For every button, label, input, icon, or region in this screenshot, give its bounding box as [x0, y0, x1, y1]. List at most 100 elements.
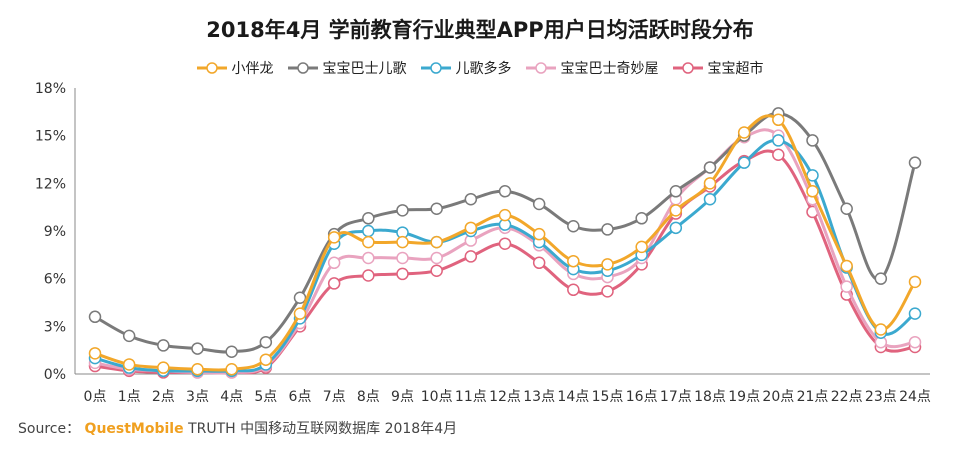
x-tick-label: 13点: [523, 389, 555, 405]
data-point: [635, 212, 648, 225]
data-point: [498, 208, 512, 222]
data-point: [259, 353, 273, 366]
data-point: [430, 202, 443, 216]
data-point: [498, 185, 512, 198]
source-prefix: Source：: [18, 421, 81, 437]
x-tick-label: 2点: [152, 389, 175, 405]
data-point: [669, 221, 683, 235]
data-point: [601, 285, 614, 298]
x-tick-label: 10点: [421, 389, 453, 405]
data-point: [567, 283, 580, 297]
x-tick-label: 8点: [357, 389, 380, 405]
x-tick-label: 0点: [84, 389, 107, 405]
data-point: [191, 362, 204, 376]
data-point: [601, 258, 614, 271]
data-point: [225, 362, 238, 376]
x-tick-label: 9点: [391, 389, 414, 405]
chart-title: 2018年4月 学前教育行业典型APP用户日均活跃时段分布: [206, 18, 754, 42]
data-point: [806, 134, 819, 147]
data-point: [840, 280, 853, 293]
data-point: [327, 231, 341, 244]
data-point: [362, 212, 375, 225]
data-point: [908, 156, 922, 169]
series-4: [88, 148, 922, 379]
x-tick-label: 15点: [592, 389, 624, 405]
legend-swatch: [525, 62, 556, 74]
data-point: [430, 264, 443, 277]
data-point: [122, 358, 136, 371]
series-line: [94, 138, 916, 373]
x-tick-label: 22点: [831, 389, 863, 405]
legend-item: 儿歌多多: [420, 58, 512, 78]
chart-legend: 小伴龙 宝宝巴士儿歌 儿歌多多 宝宝巴士奇妙屋 宝宝超市: [0, 58, 960, 78]
data-point: [327, 277, 341, 290]
data-point: [532, 197, 546, 211]
legend-item: 宝宝巴士奇妙屋: [525, 58, 659, 78]
data-point: [430, 235, 443, 249]
data-point: [840, 259, 853, 273]
data-point: [293, 307, 307, 320]
legend-label: 儿歌多多: [455, 61, 512, 77]
series-line: [94, 149, 916, 375]
data-point: [567, 254, 580, 268]
data-point: [225, 345, 238, 359]
x-tick-label: 5点: [254, 389, 277, 405]
series-3: [88, 128, 922, 379]
y-tick-label: 15%: [35, 129, 66, 145]
data-point: [157, 339, 170, 352]
data-point: [396, 267, 409, 281]
legend-label: 小伴龙: [231, 61, 274, 77]
legend-swatch: [420, 62, 451, 74]
y-tick-label: 3%: [44, 319, 66, 335]
x-tick-label: 12点: [489, 389, 521, 405]
data-point: [327, 256, 341, 270]
x-tick-label: 4点: [220, 389, 243, 405]
x-tick-label: 20点: [762, 389, 794, 405]
x-tick-label: 1点: [118, 389, 141, 405]
data-point: [772, 134, 785, 147]
x-tick-label: 6点: [289, 389, 312, 405]
data-point: [532, 256, 546, 270]
legend-swatch: [672, 62, 703, 74]
source-brand: QuestMobile: [84, 421, 184, 437]
series-0: [88, 113, 922, 376]
y-tick-label: 18%: [35, 81, 66, 97]
data-point: [430, 251, 443, 265]
series-line: [94, 128, 916, 375]
data-point: [601, 223, 614, 236]
data-point: [362, 235, 375, 249]
legend-swatch: [287, 62, 318, 74]
data-point: [88, 310, 102, 324]
legend-label: 宝宝超市: [707, 61, 764, 77]
x-tick-label: 7点: [323, 389, 346, 405]
x-tick-label: 11点: [455, 389, 487, 405]
data-point: [908, 307, 922, 320]
data-point: [908, 335, 922, 349]
legend-label: 宝宝巴士儿歌: [322, 61, 407, 77]
data-point: [669, 204, 683, 217]
data-point: [669, 185, 683, 198]
data-point: [191, 342, 204, 355]
x-tick-label: 19点: [728, 389, 760, 405]
y-tick-label: 12%: [35, 176, 66, 192]
data-point: [737, 126, 751, 139]
data-point: [806, 185, 819, 198]
data-point: [840, 202, 853, 216]
x-tick-label: 3点: [186, 389, 209, 405]
x-tick-label: 23点: [865, 389, 897, 405]
data-point: [396, 235, 409, 249]
data-point: [362, 224, 375, 238]
data-point: [122, 329, 136, 343]
x-tick-label: 21点: [797, 389, 829, 405]
x-tick-label: 18点: [694, 389, 726, 405]
data-point: [362, 251, 375, 265]
legend-label: 宝宝巴士奇妙屋: [560, 61, 659, 77]
y-tick-label: 0%: [44, 367, 66, 383]
data-point: [567, 219, 580, 233]
source-note: Source： QuestMobile TRUTH 中国移动互联网数据库 201…: [18, 418, 457, 438]
legend-item: 宝宝巴士儿歌: [287, 58, 407, 78]
data-point: [396, 204, 409, 217]
data-point: [737, 156, 751, 169]
series-2: [88, 134, 922, 378]
